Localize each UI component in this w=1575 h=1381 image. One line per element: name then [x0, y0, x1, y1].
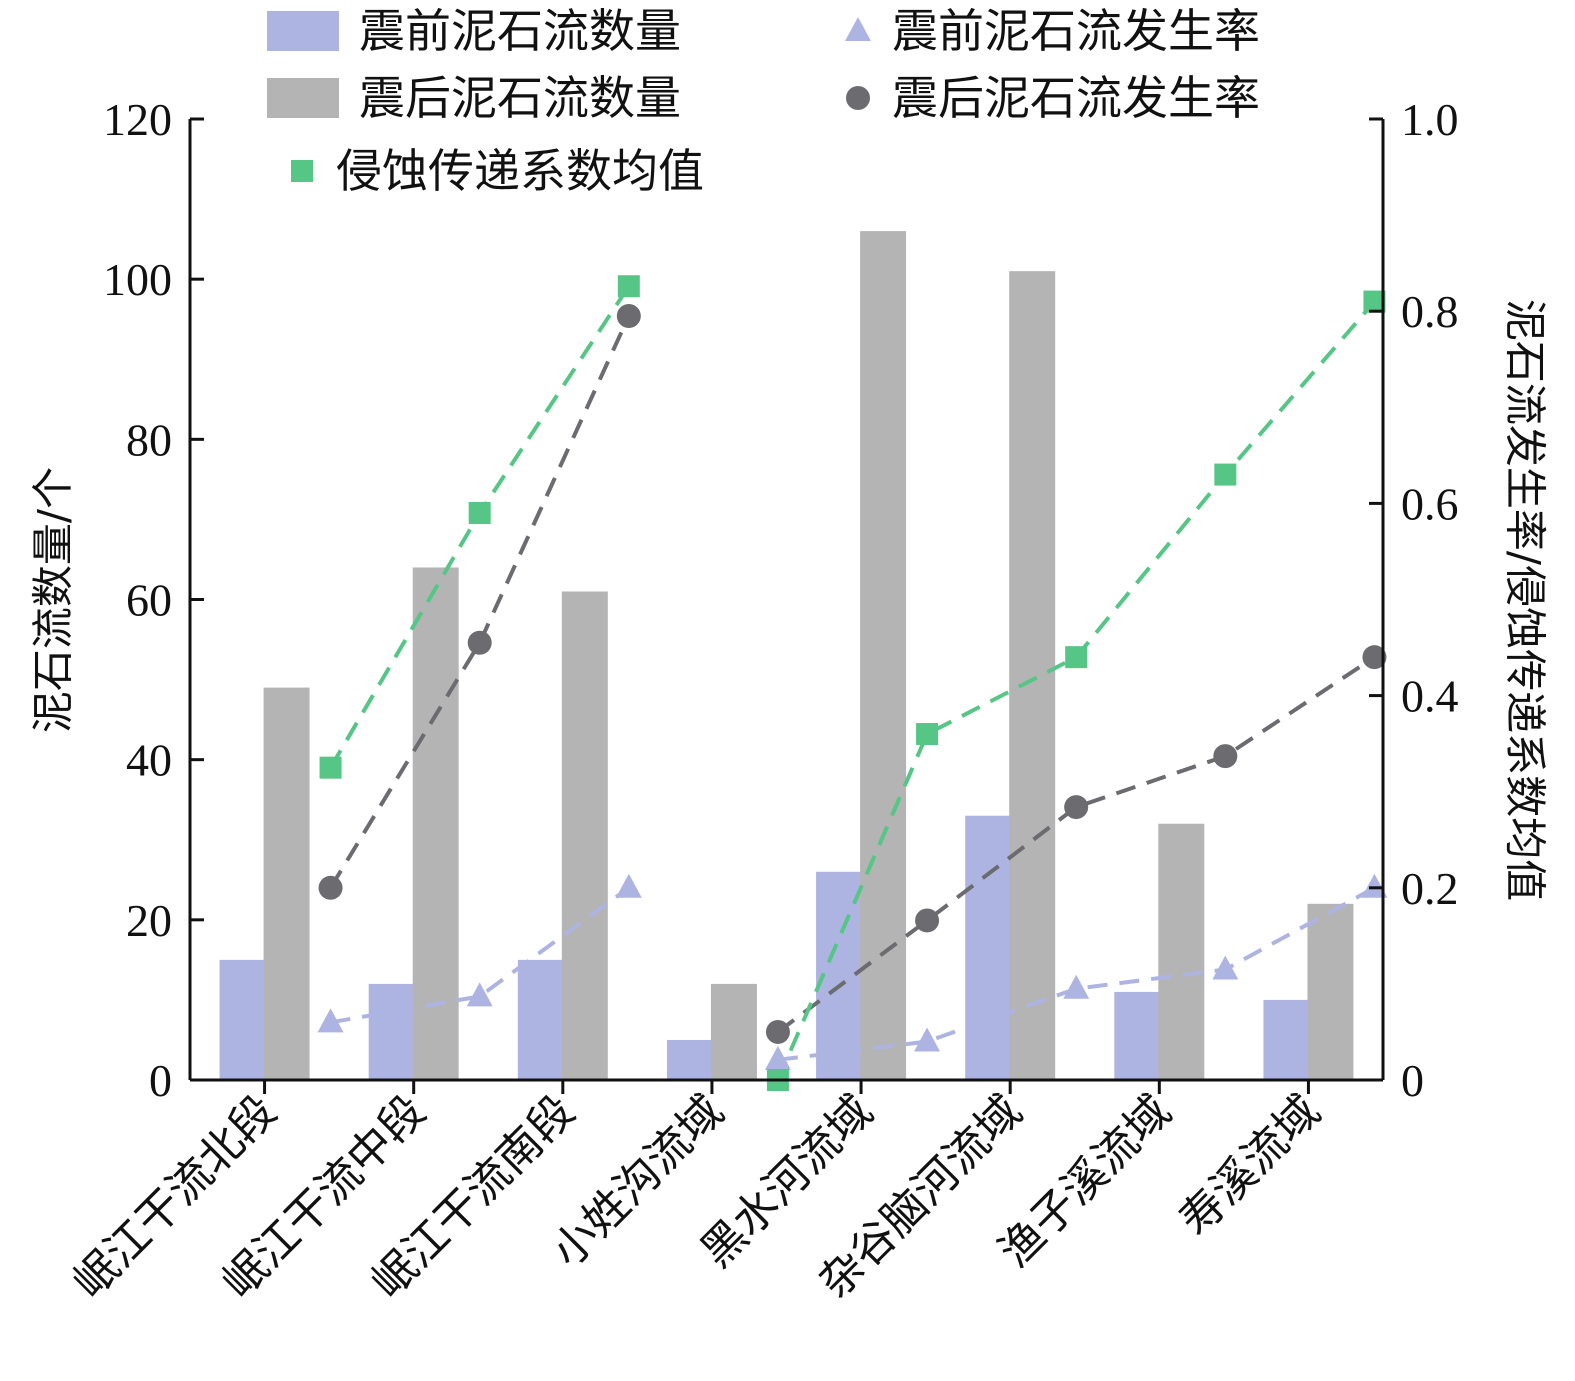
- bar: [1009, 271, 1056, 1080]
- bar: [368, 983, 415, 1080]
- point: [617, 275, 640, 298]
- bar: [1307, 903, 1354, 1080]
- x-tick-label: 寿溪流域: [1170, 1086, 1331, 1247]
- point: [468, 502, 491, 525]
- point: [765, 1019, 790, 1044]
- point: [1064, 795, 1089, 820]
- bar: [1158, 823, 1205, 1080]
- y2-axis-title: 泥石流发生率/侵蚀传递系数均值: [1501, 299, 1550, 901]
- series-line: [330, 886, 630, 1025]
- bar: [1263, 999, 1310, 1080]
- point: [317, 1008, 344, 1033]
- y2-tick-label: 0.4: [1401, 671, 1459, 722]
- point: [291, 160, 313, 182]
- legend-swatch: [267, 78, 339, 118]
- legend-label: 震前泥石流发生率: [892, 4, 1260, 58]
- series-line: [328, 315, 631, 889]
- bar: [1114, 991, 1161, 1080]
- point: [319, 756, 342, 779]
- y-tick-label: 60: [126, 575, 172, 626]
- legend-label: 震后泥石流数量: [359, 71, 681, 125]
- point: [846, 86, 870, 110]
- point: [467, 630, 492, 655]
- y-tick-label: 40: [126, 735, 172, 786]
- point: [915, 908, 940, 933]
- bar: [666, 1039, 713, 1080]
- y-axis-title: 泥石流数量/个: [29, 467, 78, 733]
- y-tick-label: 20: [126, 895, 172, 946]
- legend-label: 震前泥石流数量: [359, 4, 681, 58]
- point: [764, 1045, 791, 1070]
- point: [615, 873, 642, 898]
- legend-label: 侵蚀传递系数均值: [336, 144, 704, 198]
- point: [1214, 463, 1237, 486]
- y-tick-label: 120: [103, 94, 172, 145]
- bar: [561, 591, 608, 1080]
- y-tick-label: 100: [103, 254, 172, 305]
- plot-area: [219, 231, 1388, 1091]
- y-tick-label: 80: [126, 414, 172, 465]
- y-tick-label: 0: [149, 1055, 172, 1106]
- point: [616, 304, 641, 329]
- point: [466, 982, 493, 1007]
- point: [914, 1027, 941, 1052]
- y2-tick-label: 0.8: [1401, 286, 1459, 337]
- bar: [412, 567, 459, 1080]
- y2-tick-label: 0: [1401, 1055, 1424, 1106]
- point: [1361, 873, 1388, 898]
- point: [845, 17, 871, 41]
- y2-tick-label: 1.0: [1401, 94, 1459, 145]
- point: [916, 723, 939, 746]
- point: [1212, 955, 1239, 980]
- y2-tick-label: 0.6: [1401, 478, 1459, 529]
- point: [1065, 646, 1088, 669]
- bar: [219, 959, 266, 1080]
- point: [1363, 290, 1386, 313]
- series-line: [777, 886, 1376, 1062]
- point: [1063, 974, 1090, 999]
- point: [1362, 645, 1387, 670]
- bar: [263, 687, 310, 1080]
- bar: [965, 815, 1012, 1080]
- legend-label: 震后泥石流发生率: [892, 71, 1260, 125]
- series-line: [776, 655, 1376, 1034]
- bar: [710, 983, 757, 1080]
- bar: [860, 231, 907, 1080]
- bar: [517, 959, 564, 1080]
- legend-swatch: [267, 11, 339, 51]
- point: [318, 875, 343, 900]
- y2-tick-label: 0.2: [1401, 863, 1459, 914]
- point: [1213, 744, 1238, 769]
